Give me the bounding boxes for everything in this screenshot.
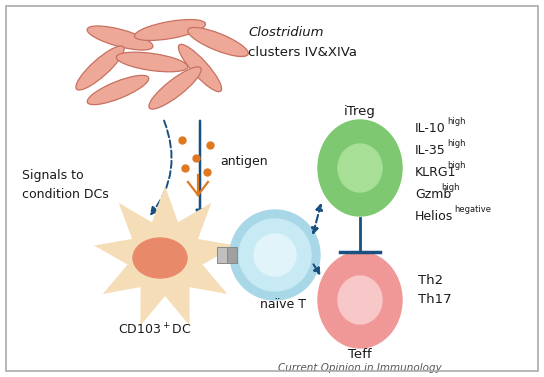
Text: Th2
Th17: Th2 Th17 <box>418 274 452 306</box>
Text: IL-10: IL-10 <box>415 121 446 135</box>
Text: CD103$^+$DC: CD103$^+$DC <box>119 322 191 338</box>
Ellipse shape <box>149 67 201 109</box>
Ellipse shape <box>134 20 206 40</box>
Polygon shape <box>94 186 236 326</box>
Text: Helios: Helios <box>415 210 453 222</box>
Text: clusters IV&XIVa: clusters IV&XIVa <box>248 46 357 58</box>
Ellipse shape <box>230 210 320 300</box>
Ellipse shape <box>178 44 221 92</box>
Text: iTreg: iTreg <box>344 106 376 118</box>
Text: IL-35: IL-35 <box>415 144 446 156</box>
Ellipse shape <box>188 28 248 57</box>
Text: high: high <box>441 184 460 193</box>
Ellipse shape <box>338 276 382 324</box>
Text: Gzmb: Gzmb <box>415 187 452 201</box>
Bar <box>217 247 227 263</box>
Text: Current Opinion in Immunology: Current Opinion in Immunology <box>278 363 442 373</box>
Ellipse shape <box>254 234 296 276</box>
Text: antigen: antigen <box>220 155 268 169</box>
Ellipse shape <box>318 252 402 348</box>
Text: Clostridium: Clostridium <box>248 26 324 38</box>
Ellipse shape <box>239 219 311 291</box>
Ellipse shape <box>76 46 124 90</box>
Text: Teff: Teff <box>348 348 372 362</box>
Bar <box>227 247 237 263</box>
Text: high: high <box>448 118 466 127</box>
Text: high: high <box>448 139 466 149</box>
Text: hegative: hegative <box>454 205 491 215</box>
Ellipse shape <box>318 120 402 216</box>
Ellipse shape <box>87 75 149 105</box>
Text: Signals to
condition DCs: Signals to condition DCs <box>22 170 109 201</box>
Ellipse shape <box>338 144 382 192</box>
Text: high: high <box>448 161 466 170</box>
Text: naïve T: naïve T <box>260 299 306 311</box>
Ellipse shape <box>116 52 188 72</box>
Ellipse shape <box>87 26 153 50</box>
Text: KLRG1: KLRG1 <box>415 166 456 178</box>
Ellipse shape <box>133 238 187 278</box>
